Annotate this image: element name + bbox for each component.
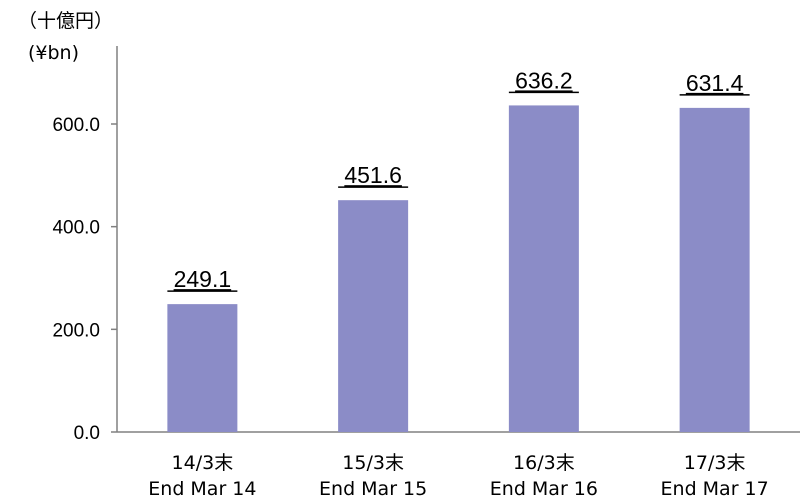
unit-label-en: (¥bn) [28,42,79,64]
bars [167,105,750,433]
category-label-ja: 16/3末 [513,452,575,474]
data-label: 451.6 [344,162,402,188]
y-tick-label: 200.0 [52,320,100,341]
category-label-ja: 15/3末 [342,452,404,474]
y-tick-label: 0.0 [74,423,100,444]
bar [679,107,750,432]
category-label-en: End Mar 14 [148,478,256,500]
y-tick-label: 600.0 [52,115,100,136]
data-label: 636.2 [515,67,573,93]
y-tick-label: 400.0 [52,218,100,239]
category-label-en: End Mar 15 [319,478,427,500]
category-label-ja: 14/3末 [172,452,234,474]
labels: 249.1 14/3末 End Mar 14 451.6 15/3末 End Mar 15… [148,67,768,500]
bar [167,304,238,432]
data-label: 249.1 [174,266,232,292]
category-label-en: End Mar 16 [490,478,598,500]
data-label: 631.4 [686,70,744,96]
category-label-en: End Mar 17 [661,478,769,500]
unit-label-ja: （十億円） [18,10,113,32]
bar [338,200,409,432]
bar [508,105,579,433]
category-label-ja: 17/3末 [684,452,746,474]
